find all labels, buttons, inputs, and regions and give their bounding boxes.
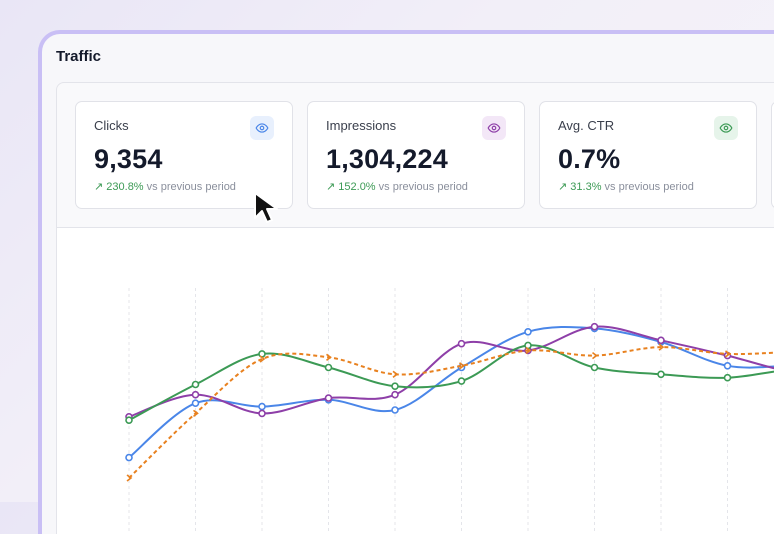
data-point [126, 474, 133, 482]
trend-up-icon: ↗ [94, 181, 104, 193]
data-point [590, 363, 599, 372]
stat-label: Impressions [326, 118, 397, 133]
data-point [725, 350, 731, 358]
stat-card-avg-ctr[interactable]: Avg. CTR 0.7% ↗ 31.3% vs previous period [539, 101, 757, 209]
data-point [457, 339, 466, 348]
data-point [191, 380, 200, 389]
data-point [125, 453, 133, 462]
data-point [657, 336, 665, 345]
data-point [525, 346, 532, 355]
stat-delta: ↗ 152.0% vs previous period [326, 180, 468, 193]
stat-value: 1,304,224 [326, 144, 448, 174]
data-point [392, 370, 399, 378]
stat-card-clicks[interactable]: Clicks 9,354 ↗ 230.8% vs previous period [75, 101, 293, 209]
page-title: Traffic [56, 48, 102, 65]
eye-icon[interactable] [482, 116, 506, 140]
stat-label: Avg. CTR [558, 118, 615, 133]
data-point [391, 390, 399, 399]
data-point [191, 390, 200, 399]
data-point [459, 362, 465, 370]
delta-percent: 152.0% [338, 181, 376, 193]
delta-suffix: vs previous period [146, 181, 236, 193]
traffic-chart [57, 228, 774, 534]
data-point [457, 377, 466, 385]
data-point [324, 363, 333, 372]
traffic-panel: Clicks 9,354 ↗ 230.8% vs previous period… [56, 82, 774, 534]
stat-card-impressions[interactable]: Impressions 1,304,224 ↗ 152.0% vs previo… [307, 101, 525, 209]
data-point [391, 382, 399, 390]
stat-delta: ↗ 230.8% vs previous period [94, 180, 236, 193]
stat-value: 9,354 [94, 144, 163, 174]
data-point [193, 409, 199, 418]
series-line [128, 325, 774, 418]
series-line [128, 346, 774, 479]
data-point [723, 362, 732, 370]
eye-icon[interactable] [714, 116, 738, 140]
data-point [326, 353, 332, 361]
data-point [125, 416, 133, 424]
delta-suffix: vs previous period [378, 181, 468, 193]
line-chart [125, 288, 774, 534]
data-point [258, 402, 266, 411]
data-point [391, 406, 399, 414]
data-point [658, 343, 665, 351]
data-point [657, 370, 665, 379]
delta-suffix: vs previous period [604, 181, 694, 193]
mouse-pointer-icon [252, 190, 282, 226]
data-point [191, 399, 200, 407]
stat-value: 0.7% [558, 144, 621, 174]
trend-up-icon: ↗ [326, 181, 336, 193]
series-line [128, 325, 774, 459]
stat-label: Clicks [94, 118, 129, 133]
data-point [324, 394, 333, 402]
data-point [723, 373, 732, 382]
stat-delta: ↗ 31.3% vs previous period [558, 180, 694, 193]
data-point [259, 355, 266, 363]
delta-percent: 31.3% [570, 181, 602, 193]
data-point [524, 328, 532, 336]
delta-percent: 230.8% [106, 181, 144, 193]
stats-row: Clicks 9,354 ↗ 230.8% vs previous period… [57, 83, 774, 228]
eye-icon[interactable] [250, 116, 274, 140]
data-point [258, 350, 266, 358]
trend-up-icon: ↗ [558, 181, 568, 193]
data-point [590, 322, 599, 331]
data-point [524, 341, 532, 350]
data-point [258, 409, 266, 418]
window-frame: Traffic Clicks 9,354 ↗ 230.8% vs previou… [38, 30, 774, 534]
data-point [592, 351, 598, 360]
series-line [128, 344, 774, 422]
